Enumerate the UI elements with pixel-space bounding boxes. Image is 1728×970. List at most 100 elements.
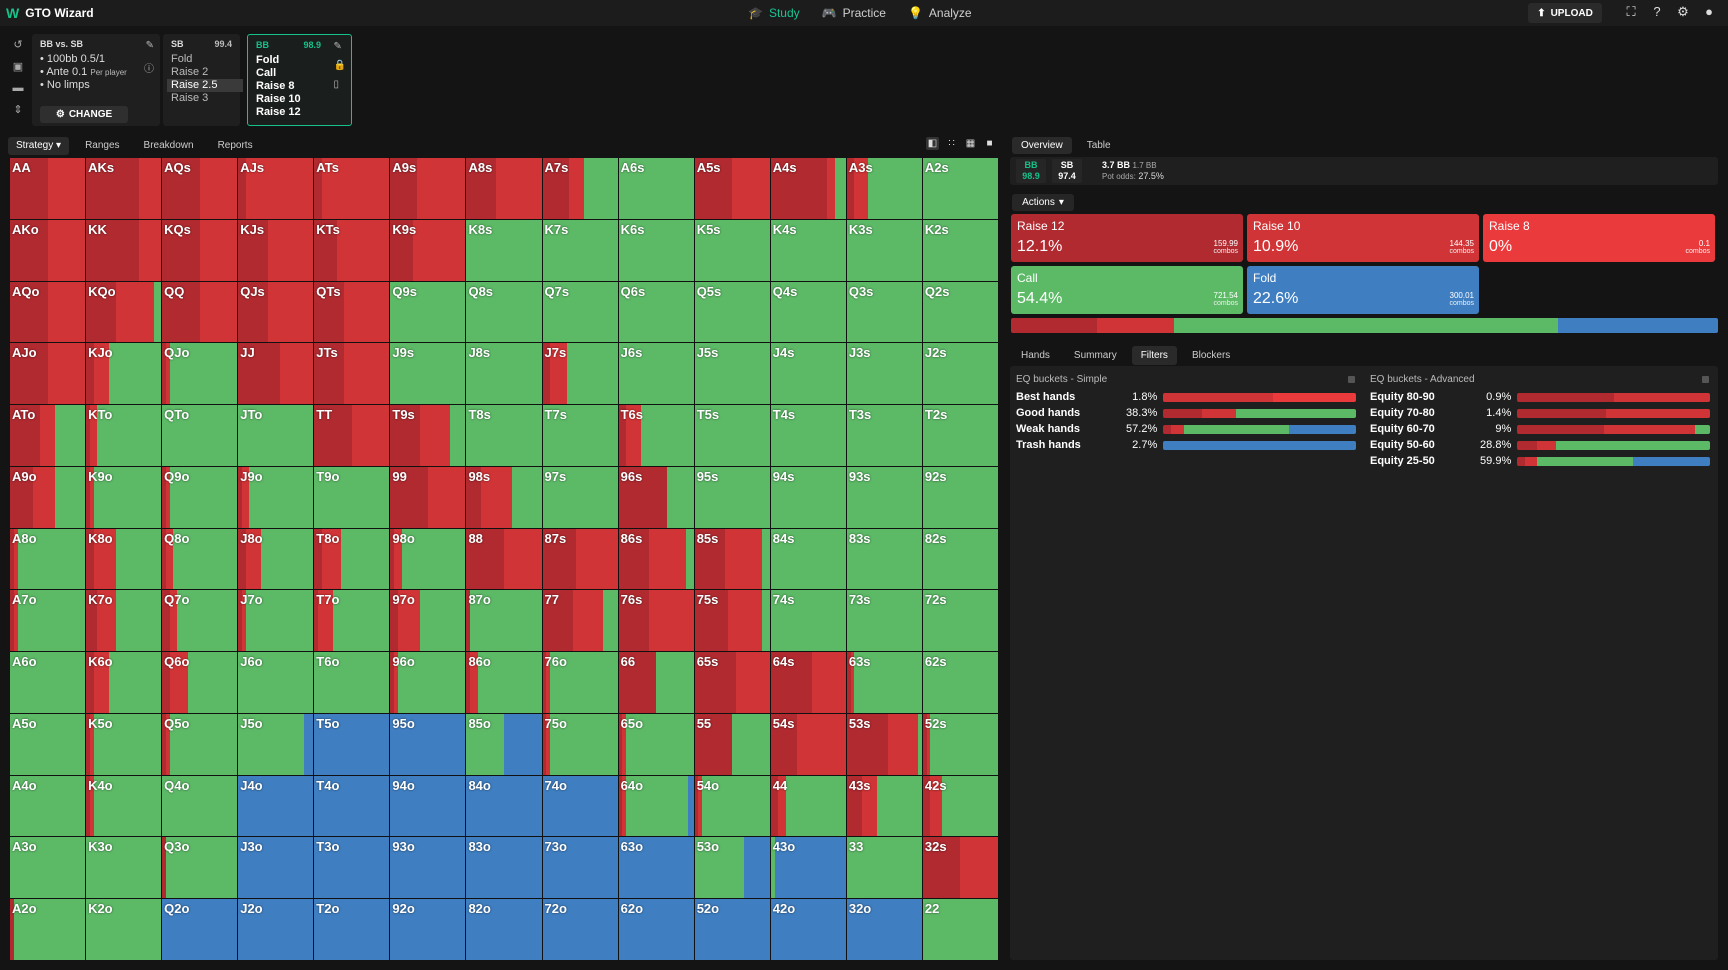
hand-cell[interactable]: KQs: [162, 219, 238, 281]
hand-cell[interactable]: T2o: [314, 899, 390, 960]
hand-cell[interactable]: T7o: [314, 590, 390, 652]
hand-cell[interactable]: A5s: [694, 158, 770, 219]
hand-cell[interactable]: AKo: [10, 219, 86, 281]
hand-cell[interactable]: J9o: [238, 466, 314, 528]
change-button[interactable]: ⚙ CHANGE: [40, 106, 128, 123]
filter-row[interactable]: Equity 80-90 0.9%: [1370, 390, 1710, 404]
tab-hands[interactable]: Hands: [1021, 350, 1050, 361]
hand-cell[interactable]: A4s: [770, 158, 846, 219]
hand-cell[interactable]: Q6s: [618, 281, 694, 343]
hand-cell[interactable]: 86o: [466, 652, 542, 713]
pencil-icon[interactable]: ✎: [145, 40, 154, 51]
hand-cell[interactable]: A3o: [10, 837, 86, 899]
filter-row[interactable]: Best hands 1.8%: [1016, 390, 1356, 404]
hand-cell[interactable]: 87o: [466, 590, 542, 652]
hand-cell[interactable]: T7s: [542, 405, 618, 466]
hand-cell[interactable]: 97s: [542, 466, 618, 528]
sb-option[interactable]: Raise 2.5: [167, 79, 243, 92]
hand-cell[interactable]: T5o: [314, 713, 390, 775]
action-card[interactable]: Fold 22.6% 300.01 combos: [1247, 266, 1479, 314]
hand-cell[interactable]: 93s: [846, 466, 922, 528]
help-icon[interactable]: ?: [1653, 4, 1661, 19]
hand-cell[interactable]: Q6o: [162, 652, 238, 713]
hand-cell[interactable]: 95s: [694, 466, 770, 528]
hand-cell[interactable]: 42s: [922, 775, 998, 837]
hand-cell[interactable]: T6o: [314, 652, 390, 713]
hand-cell[interactable]: AQs: [162, 158, 238, 219]
hand-cell[interactable]: K7o: [86, 590, 162, 652]
hand-cell[interactable]: 94o: [390, 775, 466, 837]
filter-row[interactable]: Weak hands 57.2%: [1016, 422, 1356, 436]
hand-cell[interactable]: 52s: [922, 713, 998, 775]
hand-cell[interactable]: T3s: [846, 405, 922, 466]
hand-cell[interactable]: ATo: [10, 405, 86, 466]
hand-cell[interactable]: 75s: [694, 590, 770, 652]
tab-ranges[interactable]: Ranges: [85, 140, 120, 151]
hand-cell[interactable]: ATs: [314, 158, 390, 219]
hand-cell[interactable]: 83o: [466, 837, 542, 899]
hand-cell[interactable]: A6s: [618, 158, 694, 219]
tab-blockers[interactable]: Blockers: [1191, 350, 1231, 361]
hand-cell[interactable]: T4s: [770, 405, 846, 466]
hand-cell[interactable]: A8o: [10, 528, 86, 590]
hand-cell[interactable]: 98o: [390, 528, 466, 590]
expand-icon[interactable]: ⇕: [13, 104, 23, 116]
hand-cell[interactable]: A2o: [10, 899, 86, 960]
hand-cell[interactable]: T9o: [314, 466, 390, 528]
hand-cell[interactable]: 54s: [770, 713, 846, 775]
hand-cell[interactable]: 75o: [542, 713, 618, 775]
user-icon[interactable]: ●: [1705, 4, 1713, 19]
hand-cell[interactable]: J3o: [238, 837, 314, 899]
hand-cell[interactable]: QTo: [162, 405, 238, 466]
hand-cell[interactable]: K6s: [618, 219, 694, 281]
tab-breakdown[interactable]: Breakdown: [143, 140, 194, 151]
simple-toggle[interactable]: [1348, 376, 1355, 383]
hand-cell[interactable]: 82s: [922, 528, 998, 590]
hand-cell[interactable]: J7o: [238, 590, 314, 652]
hand-cell[interactable]: 54o: [694, 775, 770, 837]
hand-cell[interactable]: 85s: [694, 528, 770, 590]
grid-large-icon[interactable]: ▦: [965, 138, 976, 149]
hand-cell[interactable]: KJo: [86, 343, 162, 405]
hand-cell[interactable]: 64s: [770, 652, 846, 713]
hand-cell[interactable]: 92s: [922, 466, 998, 528]
hand-cell[interactable]: K8s: [466, 219, 542, 281]
hand-cell[interactable]: 62o: [618, 899, 694, 960]
screenshot-icon[interactable]: ⛶: [1626, 4, 1636, 19]
hand-cell[interactable]: 82o: [466, 899, 542, 960]
hand-cell[interactable]: 44: [770, 775, 846, 837]
hand-cell[interactable]: AQo: [10, 281, 86, 343]
hand-cell[interactable]: J8s: [466, 343, 542, 405]
hand-cell[interactable]: J5o: [238, 713, 314, 775]
hand-cell[interactable]: 53s: [846, 713, 922, 775]
action-card[interactable]: Raise 8 0% 0.1 combos: [1483, 214, 1715, 262]
hand-cell[interactable]: K9s: [390, 219, 466, 281]
hand-cell[interactable]: J5s: [694, 343, 770, 405]
hand-cell[interactable]: 97o: [390, 590, 466, 652]
hand-cell[interactable]: Q7o: [162, 590, 238, 652]
hand-cell[interactable]: 72o: [542, 899, 618, 960]
upload-button[interactable]: ⬆ UPLOAD: [1528, 3, 1602, 23]
hand-cell[interactable]: 72s: [922, 590, 998, 652]
hand-cell[interactable]: J6o: [238, 652, 314, 713]
tab-strategy[interactable]: Strategy ▾: [8, 137, 70, 155]
hand-cell[interactable]: K8o: [86, 528, 162, 590]
nav-analyze[interactable]: 💡 Analyze: [908, 6, 972, 20]
hand-cell[interactable]: 32s: [922, 837, 998, 899]
hand-cell[interactable]: K4o: [86, 775, 162, 837]
hand-cell[interactable]: 64o: [618, 775, 694, 837]
hand-cell[interactable]: QQ: [162, 281, 238, 343]
hand-cell[interactable]: 95o: [390, 713, 466, 775]
hand-cell[interactable]: 73o: [542, 837, 618, 899]
hand-cell[interactable]: 93o: [390, 837, 466, 899]
hand-cell[interactable]: AJo: [10, 343, 86, 405]
bb-option[interactable]: Call: [256, 67, 277, 79]
hand-cell[interactable]: 87s: [542, 528, 618, 590]
hand-cell[interactable]: Q9s: [390, 281, 466, 343]
hand-cell[interactable]: 83s: [846, 528, 922, 590]
action-card[interactable]: Call 54.4% 721.54 combos: [1011, 266, 1243, 314]
hand-cell[interactable]: JTs: [314, 343, 390, 405]
hand-cell[interactable]: 92o: [390, 899, 466, 960]
hand-cell[interactable]: J6s: [618, 343, 694, 405]
reset-icon[interactable]: ↺: [13, 39, 23, 51]
